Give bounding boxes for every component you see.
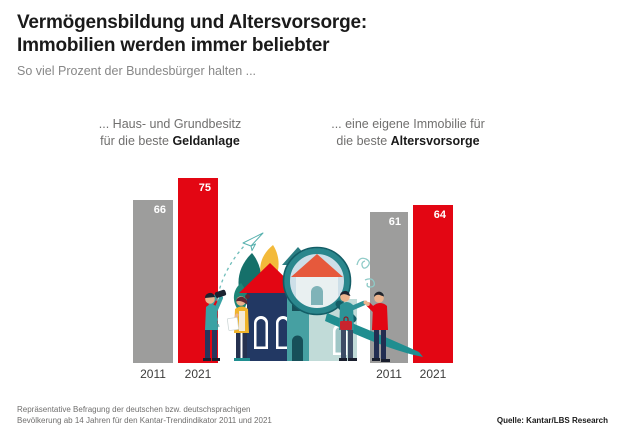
year-label: 2011 <box>140 367 166 381</box>
source-credit: Quelle: Kantar/LBS Research <box>496 416 608 425</box>
footnote-line2: Bevölkerung ab 14 Jahren für den Kantar-… <box>17 415 272 425</box>
paper-plane-icon <box>242 232 264 251</box>
year-label: 2021 <box>419 367 447 381</box>
year-label: 2011 <box>376 367 402 381</box>
header-line1: ... eine eigene Immobilie für <box>331 117 485 131</box>
header-line2-normal: die beste <box>336 134 391 148</box>
bar-geldanlage-2021: 75 <box>178 178 218 363</box>
header-line2: die beste Altersvorsorge <box>312 133 504 150</box>
briefcase-icon <box>340 321 352 330</box>
subtitle: So viel Prozent der Bundesbürger halten … <box>17 64 257 78</box>
real-estate-illustration <box>203 232 423 362</box>
bar-value-label: 66 <box>153 204 166 216</box>
header-line2-normal: für die beste <box>100 134 173 148</box>
year-label: 2021 <box>184 367 212 381</box>
documents-icon <box>226 317 240 331</box>
person-briefcase <box>339 291 368 361</box>
bar-value-label: 64 <box>433 209 446 221</box>
header-line2: für die beste Geldanlage <box>70 133 270 150</box>
bar-value-label: 61 <box>388 216 401 228</box>
swirl-doodle-icon <box>356 257 375 288</box>
header-line1: ... Haus- und Grundbesitz <box>98 117 242 131</box>
page-title: Vermögensbildung und Altersvorsorge: Imm… <box>17 11 367 57</box>
title-line2: Immobilien werden immer beliebter <box>17 35 330 56</box>
binoculars-icon <box>214 289 227 298</box>
bar-geldanlage-2011: 66 <box>133 200 173 363</box>
panel-header-geldanlage: ... Haus- und Grundbesitz für die beste … <box>70 116 270 150</box>
person-binoculars <box>203 289 227 361</box>
footnote-line1: Repräsentative Befragung der deutschen b… <box>17 405 251 414</box>
footnote: Repräsentative Befragung der deutschen b… <box>17 405 272 426</box>
header-line2-bold: Altersvorsorge <box>390 134 480 148</box>
header-line2-bold: Geldanlage <box>172 134 240 148</box>
bar-value-label: 75 <box>198 182 211 194</box>
panel-header-altersvorsorge: ... eine eigene Immobilie für die beste … <box>312 116 504 150</box>
title-line1: Vermögensbildung und Altersvorsorge: <box>17 12 367 33</box>
person-red-shirt <box>365 291 390 362</box>
person-documents <box>226 294 250 361</box>
bar-altersvorsorge-2021: 64 <box>413 205 453 363</box>
